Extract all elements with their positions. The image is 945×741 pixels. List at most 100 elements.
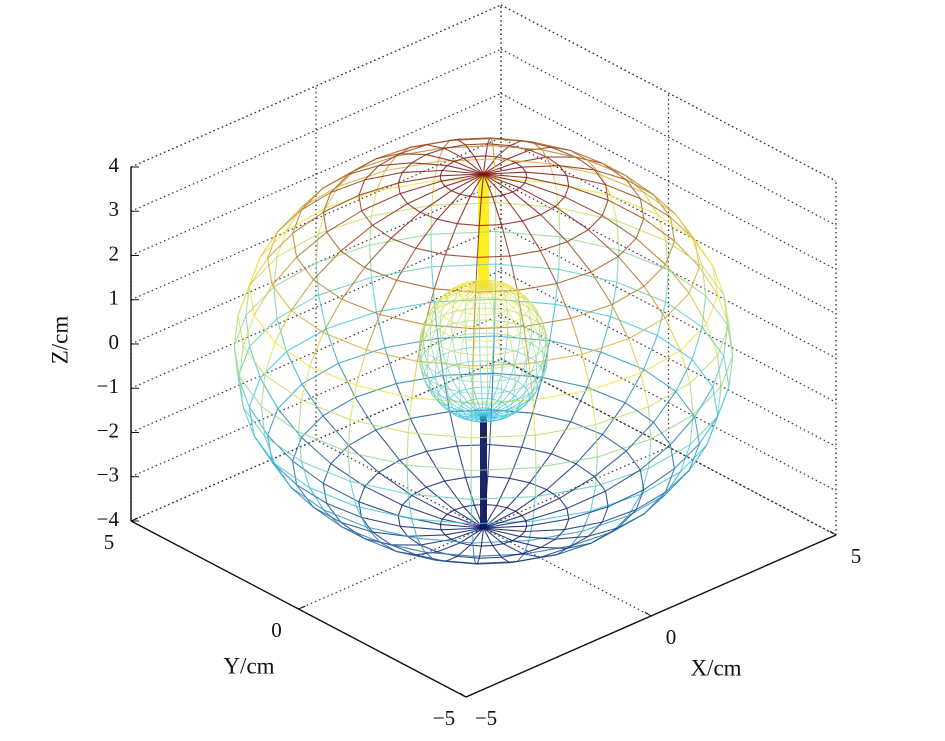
mesh-edge — [420, 211, 438, 220]
mesh-edge — [372, 531, 392, 546]
mesh-edge — [407, 397, 413, 433]
mesh-edge — [496, 281, 505, 284]
mesh-edge — [417, 537, 473, 544]
mesh-edge — [443, 403, 453, 409]
mesh-edge — [384, 347, 397, 384]
mesh-edge — [369, 233, 432, 246]
mesh-edge — [657, 213, 693, 239]
mesh-edge — [519, 313, 522, 326]
mesh-edge — [462, 410, 467, 417]
mesh-edge — [267, 434, 293, 462]
mesh-edge — [669, 444, 675, 469]
mesh-edge — [503, 290, 515, 295]
mesh-edge — [482, 173, 494, 198]
mesh-edge — [480, 374, 482, 388]
mesh-edge — [542, 349, 545, 363]
mesh-edge — [647, 406, 652, 440]
mesh-edge — [483, 286, 485, 295]
mesh-edge — [365, 314, 381, 351]
mesh-edge — [491, 347, 494, 362]
mesh-edge — [656, 214, 667, 241]
mesh-edge — [556, 542, 592, 556]
mesh-edge — [338, 170, 386, 187]
mesh-edge — [501, 220, 523, 226]
mesh-edge — [506, 482, 531, 509]
x-tick-label: 5 — [851, 544, 862, 568]
mesh-edge — [515, 373, 528, 379]
mesh-edge — [439, 311, 444, 317]
mesh-edge — [528, 390, 538, 400]
mesh-edge — [465, 143, 488, 146]
mesh-edge — [390, 237, 417, 249]
mesh-edge — [516, 303, 527, 315]
mesh-edge — [402, 504, 443, 520]
mesh-edge — [439, 323, 452, 329]
mesh-edge — [323, 194, 360, 213]
mesh-edge — [440, 529, 446, 536]
mesh-edge — [427, 353, 437, 360]
mesh-edge — [464, 291, 475, 301]
mesh-edge — [554, 269, 560, 305]
mesh-edge — [540, 214, 568, 243]
mesh-edge — [340, 521, 365, 540]
mesh-edge — [301, 415, 324, 438]
mesh-edge — [326, 503, 342, 523]
mesh-edge — [436, 327, 444, 334]
mesh-edge — [454, 160, 484, 175]
mesh-edge — [411, 518, 472, 525]
mesh-edge — [459, 353, 462, 367]
mesh-edge — [434, 359, 440, 373]
mesh-edge — [371, 204, 432, 217]
mesh-edge — [490, 373, 494, 410]
mesh-edge — [440, 523, 484, 529]
mesh-edge — [514, 395, 519, 400]
mesh-edge — [716, 386, 722, 417]
mesh-edge — [483, 284, 495, 288]
mesh-edge — [410, 411, 450, 420]
mesh-edge — [523, 297, 531, 303]
mesh-edge — [483, 171, 526, 175]
mesh-edge — [426, 154, 455, 162]
mesh-edge — [297, 399, 302, 433]
mesh-edge — [531, 329, 541, 336]
mesh-edge — [322, 192, 332, 213]
mesh-edge — [605, 469, 641, 492]
mesh-edge — [509, 287, 515, 295]
mesh-edge — [519, 312, 531, 319]
mesh-edge — [456, 311, 464, 324]
mesh-edge — [515, 162, 523, 168]
mesh-edge — [525, 313, 534, 326]
mesh-edge — [483, 173, 525, 184]
mesh-edge — [528, 394, 530, 400]
mesh-edge — [487, 392, 502, 395]
mesh-edge — [586, 159, 626, 176]
mesh-edge — [458, 410, 471, 415]
mesh-edge — [503, 540, 513, 545]
tick-mark — [644, 611, 652, 617]
mesh-edge — [378, 459, 401, 473]
mesh-edge — [233, 345, 241, 378]
mesh-edge — [486, 326, 497, 328]
mesh-edge — [378, 162, 412, 167]
mesh-edge — [691, 238, 703, 266]
mesh-edge — [669, 416, 696, 446]
mesh-edge — [449, 410, 458, 415]
mesh-edge — [712, 265, 725, 295]
mesh-edge — [664, 293, 690, 319]
mesh-edge — [530, 317, 532, 330]
mesh-edge — [516, 553, 525, 562]
mesh-edge — [523, 368, 531, 375]
mesh-edge — [618, 513, 645, 529]
mesh-edge — [617, 256, 645, 287]
mesh-edge — [514, 360, 527, 366]
mesh-edge — [463, 157, 484, 175]
mesh-edge — [420, 544, 438, 553]
z-tick-label: −1 — [97, 374, 119, 398]
mesh-edge — [370, 277, 378, 313]
mesh-edge — [323, 482, 360, 503]
mesh-edge — [296, 484, 327, 504]
mesh-edge — [587, 521, 603, 537]
mesh-edge — [301, 187, 324, 211]
mesh-edge — [292, 209, 303, 234]
mesh-edge — [375, 311, 386, 348]
